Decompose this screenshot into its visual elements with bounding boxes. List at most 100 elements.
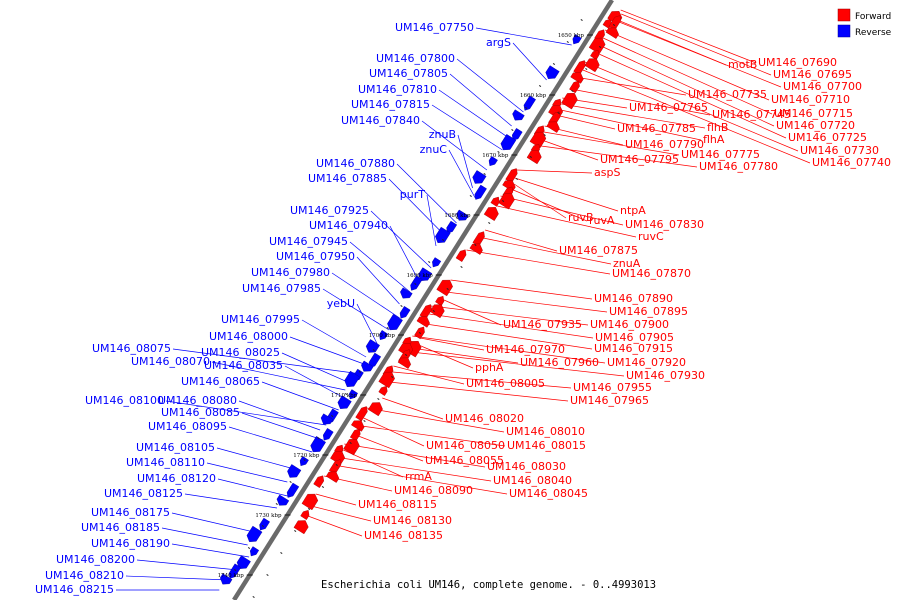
- forward-leader-line: [576, 89, 711, 116]
- reverse-feature: [400, 287, 413, 299]
- reverse-feature: [545, 65, 560, 79]
- forward-gene-label: UM146_07930: [626, 369, 705, 382]
- reverse-feature: [348, 389, 358, 400]
- reverse-leader-line: [289, 336, 370, 367]
- reverse-leader-line: [322, 288, 390, 331]
- reverse-gene-label: UM146_07980: [251, 266, 330, 279]
- reverse-gene-label: UM146_07880: [316, 157, 395, 170]
- forward-gene-label: aspS: [594, 166, 620, 179]
- feature-dash: [261, 525, 265, 527]
- feature-dash: [294, 530, 297, 532]
- reverse-gene-label: UM146_07940: [309, 219, 388, 232]
- reverse-leader-line: [184, 493, 278, 509]
- forward-gene-label: UM146_08030: [487, 460, 566, 473]
- feature-dash: [386, 327, 389, 329]
- forward-leader-line: [425, 323, 593, 350]
- feature-dash: [538, 85, 542, 87]
- forward-gene-label: UM146_07970: [486, 343, 565, 356]
- reverse-leader-line: [161, 527, 248, 546]
- reverse-leader-line: [356, 256, 400, 305]
- feature-dash: [497, 151, 500, 153]
- feature-dash: [418, 332, 422, 334]
- feature-dash: [317, 437, 320, 439]
- reverse-gene-label: yebU: [327, 297, 355, 310]
- reverse-leader-line: [284, 365, 349, 401]
- feature-dash: [372, 349, 375, 351]
- forward-leader-line: [619, 21, 782, 88]
- reverse-feature: [472, 170, 487, 184]
- forward-leader-line: [363, 417, 425, 447]
- forward-leader-line: [513, 189, 588, 222]
- reverse-gene-label: UM146_08105: [136, 441, 215, 454]
- scale-ticks: 1650 kbp 1660 kbp 1670 kbp 1680 kbp 1690 kbp…: [218, 19, 616, 598]
- reverse-gene-label: UM146_07800: [376, 52, 455, 65]
- reverse-leader-line: [421, 120, 488, 171]
- forward-leader-line: [366, 407, 505, 433]
- forward-leader-line: [311, 505, 372, 522]
- forward-leader-line: [445, 291, 608, 313]
- forward-leader-line: [344, 443, 486, 468]
- reverse-gene-label: purT: [400, 188, 425, 201]
- reverse-feature: [418, 267, 433, 281]
- forward-feature: [435, 295, 445, 306]
- scale-tick-label: 1730 kbp: [255, 513, 282, 519]
- feature-dash: [414, 283, 417, 285]
- reverse-feature: [219, 573, 233, 585]
- reverse-leader-line: [388, 178, 446, 237]
- legend-forward-label: Forward: [855, 12, 891, 22]
- reverse-gene-label: UM146_08065: [181, 375, 260, 388]
- forward-leader-line: [341, 457, 492, 482]
- reverse-gene-label: UM146_07950: [276, 250, 355, 263]
- reverse-feature: [337, 395, 352, 409]
- reverse-leader-line: [370, 210, 432, 269]
- forward-leader-line: [560, 109, 702, 141]
- forward-feature: [573, 60, 586, 76]
- forward-leader-line: [410, 347, 519, 364]
- forward-leader-line: [315, 493, 357, 506]
- feature-dash: [612, 24, 616, 26]
- forward-leader-line: [559, 115, 616, 130]
- forward-feature: [300, 509, 310, 520]
- forward-leader-line: [361, 425, 506, 447]
- forward-gene-label: UM146_08135: [364, 529, 443, 542]
- reverse-leader-line: [456, 58, 524, 113]
- reverse-feature: [365, 339, 380, 353]
- reverse-gene-label: UM146_08035: [204, 359, 283, 372]
- forward-leader-line: [604, 29, 770, 101]
- reverse-feature: [361, 360, 374, 372]
- reverse-feature: [456, 209, 469, 221]
- forward-gene-label: UM146_08010: [506, 425, 585, 438]
- reverse-leader-line: [457, 134, 473, 189]
- forward-leader-line: [584, 61, 799, 152]
- forward-gene-label: UM146_07690: [758, 56, 837, 69]
- feature-dash: [566, 41, 569, 43]
- reverse-gene-label: UM146_08095: [148, 420, 227, 433]
- forward-feature: [293, 520, 309, 535]
- feature-dash: [266, 574, 269, 576]
- scale-tick-label: 1700 kbp: [369, 333, 396, 339]
- reverse-gene-label: UM146_07885: [308, 172, 387, 185]
- feature-dash: [441, 239, 445, 241]
- feature-dash: [455, 217, 459, 219]
- feature-dash: [275, 503, 278, 505]
- feature-dash: [404, 354, 408, 356]
- reverse-feature: [276, 494, 290, 506]
- reverse-leader-line: [217, 478, 288, 497]
- forward-gene-label: UM146_07710: [771, 93, 850, 106]
- forward-gene-label: UM146_08055: [425, 454, 504, 467]
- forward-leader-line: [600, 45, 775, 127]
- forward-leader-line: [621, 13, 772, 76]
- forward-gene-label: motB: [728, 58, 757, 71]
- forward-feature: [343, 438, 360, 456]
- forward-gene-label: UM146_07785: [617, 122, 696, 135]
- forward-leader-line: [466, 249, 611, 275]
- reverse-gene-label: UM146_07810: [358, 83, 437, 96]
- genome-caption: Escherichia coli UM146, complete genome.…: [321, 579, 656, 591]
- reverse-leader-line: [216, 447, 298, 471]
- feature-dash: [511, 129, 514, 131]
- forward-gene-label: UM146_07695: [773, 68, 852, 81]
- reverse-gene-label: UM146_08000: [209, 330, 288, 343]
- feature-dash: [557, 112, 560, 114]
- feature-dash: [377, 398, 380, 400]
- reverse-feature: [474, 184, 487, 200]
